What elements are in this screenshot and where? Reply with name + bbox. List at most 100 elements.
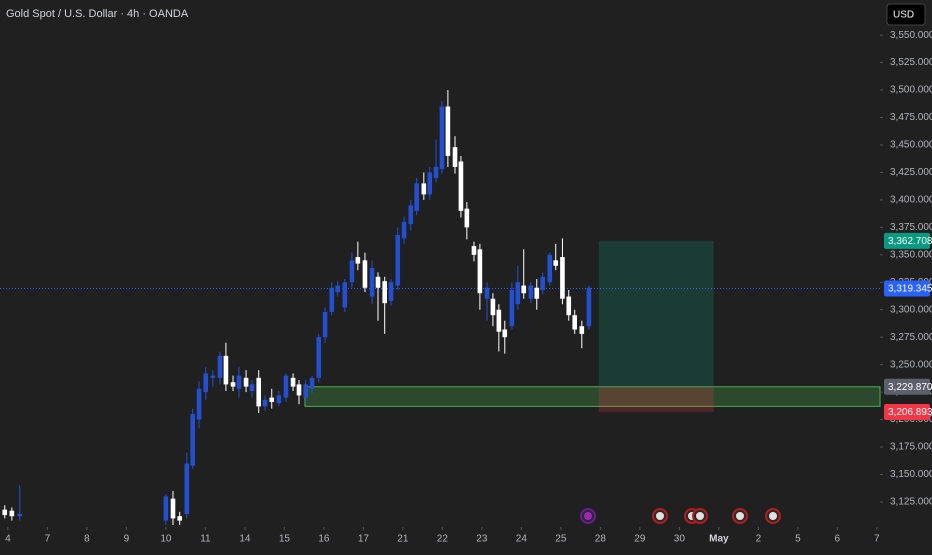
- candle-body: [342, 282, 348, 308]
- candle-body: [296, 384, 302, 396]
- candle-body: [184, 463, 190, 515]
- candle-body: [283, 375, 289, 398]
- candle-body: [433, 166, 439, 178]
- candle-body: [509, 289, 515, 327]
- candle-body: [2, 509, 8, 516]
- candle-body: [217, 355, 223, 378]
- candle-body: [534, 287, 540, 299]
- currency[interactable]: USD: [893, 10, 914, 21]
- candle-body: [276, 395, 282, 404]
- x-tick-label: 4: [5, 534, 11, 545]
- price-tag: [884, 232, 930, 249]
- price-tag: [884, 403, 930, 420]
- y-tick-label: 3,125.000: [890, 497, 932, 508]
- x-tick-label: 10: [160, 534, 172, 545]
- candle-body: [230, 382, 236, 387]
- y-tick-label: 3,350.000: [890, 249, 932, 260]
- y-tick-label: 3,300.000: [890, 304, 932, 315]
- price-tag: [884, 378, 930, 395]
- candle-body: [362, 260, 368, 288]
- x-tick-label: 15: [279, 534, 291, 545]
- candle-body: [586, 287, 592, 327]
- y-tick-label: 3,525.000: [890, 57, 932, 68]
- y-tick-label: 3,450.000: [890, 140, 932, 151]
- candle-body: [262, 399, 268, 407]
- candle-body: [163, 496, 169, 521]
- x-tick-label: 9: [124, 534, 130, 545]
- candle-body: [369, 267, 375, 297]
- candle-body: [452, 147, 458, 167]
- candle-body: [243, 377, 249, 387]
- stop-zone: [598, 386, 714, 412]
- x-tick-label: 7: [45, 534, 51, 545]
- x-tick-label: 30: [674, 534, 686, 545]
- x-tick-label: 14: [239, 534, 251, 545]
- currency-box[interactable]: [886, 3, 926, 26]
- y-tick-label: 3,400.000: [890, 195, 932, 206]
- candle-body: [408, 205, 414, 225]
- y-tick-label: 3,500.000: [890, 85, 932, 96]
- target-zone: [598, 240, 714, 387]
- y-tick-label: 3,275.000: [890, 332, 932, 343]
- candle-body: [210, 375, 216, 378]
- x-tick-label: 28: [595, 534, 607, 545]
- candle-body: [464, 208, 470, 228]
- event-icon-inner: [656, 512, 664, 520]
- y-tick-label: 3,250.000: [890, 359, 932, 370]
- candle-body: [540, 276, 545, 290]
- price-tag: [884, 280, 930, 297]
- support-zone: [304, 386, 881, 407]
- event-icon-inner: [584, 512, 592, 520]
- candle-body: [170, 498, 176, 519]
- x-tick-label: 8: [84, 534, 90, 545]
- candle-body: [335, 285, 341, 293]
- candle-body: [375, 276, 381, 288]
- candle-body: [309, 377, 315, 389]
- candle-body: [329, 287, 335, 312]
- candle-body: [355, 257, 361, 264]
- candle-body: [515, 282, 521, 305]
- candle-body: [477, 249, 483, 294]
- x-tick-label: 25: [555, 534, 567, 545]
- candle-body: [9, 510, 15, 517]
- candle-body: [484, 287, 490, 299]
- candle-body: [388, 282, 394, 301]
- x-tick-label: 17: [358, 534, 370, 545]
- candle-body: [203, 373, 209, 393]
- x-tick-label: May: [709, 534, 729, 545]
- candle-body: [190, 414, 196, 466]
- candle-body: [445, 106, 451, 156]
- candle-body: [349, 260, 355, 283]
- candle-body: [421, 183, 427, 195]
- x-tick-label: 22: [437, 534, 449, 545]
- y-tick-label: 3,175.000: [890, 442, 932, 453]
- candle-body: [414, 183, 419, 211]
- price-tag-label: 3,319.345: [888, 284, 932, 295]
- candle-body: [572, 315, 577, 330]
- candle-body: [528, 285, 534, 299]
- y-tick-label: 3,475.000: [890, 112, 932, 123]
- candle-body: [427, 172, 433, 195]
- event-icon-inner: [769, 512, 777, 520]
- candle-body: [256, 377, 262, 407]
- candle-body: [316, 337, 322, 378]
- candle-body: [322, 311, 328, 338]
- x-tick-label: 24: [516, 534, 528, 545]
- chart-title: Gold Spot / U.S. Dollar · 4h · OANDA: [6, 8, 189, 20]
- y-tick-label: 3,550.000: [890, 30, 932, 41]
- candle-body: [303, 384, 309, 398]
- x-tick-label: 7: [874, 534, 880, 545]
- x-tick-label: 5: [795, 534, 801, 545]
- y-tick-label: 3,425.000: [890, 167, 932, 178]
- y-tick-label: 3,150.000: [890, 469, 932, 480]
- candle-body: [439, 106, 445, 170]
- price-tag-label: 3,206.893: [888, 407, 932, 418]
- candle-body: [496, 309, 502, 332]
- candle-body: [401, 221, 407, 239]
- x-tick-label: 2: [756, 534, 762, 545]
- price-tag-label: 3,362.708: [888, 236, 932, 247]
- x-tick-label: 21: [397, 534, 409, 545]
